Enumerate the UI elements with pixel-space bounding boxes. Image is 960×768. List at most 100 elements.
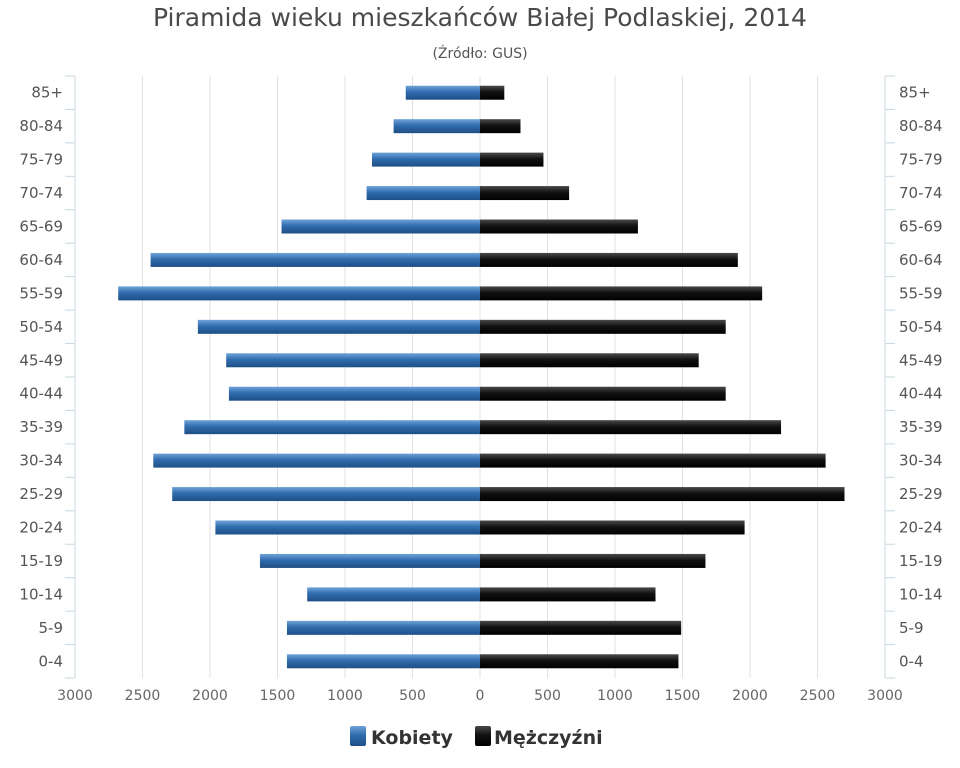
category-label-right: 35-39 — [899, 418, 943, 436]
category-label-left: 5-9 — [39, 619, 64, 637]
x-tick-label: 2000 — [192, 688, 228, 704]
bar-kobiety-70-74[interactable] — [366, 186, 480, 201]
x-tick-label: 1000 — [327, 688, 363, 704]
category-label-left: 25-29 — [19, 485, 63, 503]
chart-title: Piramida wieku mieszkańców Białej Podlas… — [153, 3, 807, 32]
category-label-left: 20-24 — [19, 519, 63, 537]
category-label-left: 35-39 — [19, 418, 63, 436]
chart-subtitle: (Źródło: GUS) — [432, 44, 527, 62]
bar-kobiety-80-84[interactable] — [393, 119, 480, 134]
category-label-left: 0-4 — [39, 652, 64, 670]
x-tick-label: 1500 — [665, 688, 701, 704]
category-label-left: 15-19 — [19, 552, 63, 570]
bars — [118, 85, 845, 669]
bar-mezczyzni-45-49[interactable] — [480, 353, 699, 368]
category-label-right: 40-44 — [899, 385, 943, 403]
category-label-left: 30-34 — [19, 452, 63, 470]
bar-mezczyzni-10-14[interactable] — [480, 587, 656, 602]
bar-kobiety-10-14[interactable] — [307, 587, 480, 602]
category-label-right: 80-84 — [899, 117, 943, 135]
category-label-right: 55-59 — [899, 284, 943, 302]
category-label-left: 60-64 — [19, 251, 63, 269]
x-tick-label: 3000 — [867, 688, 903, 704]
x-tick-label: 1000 — [597, 688, 633, 704]
bar-mezczyzni-70-74[interactable] — [480, 186, 570, 201]
axes — [65, 75, 895, 679]
category-label-right: 45-49 — [899, 351, 943, 369]
bar-mezczyzni-0-4[interactable] — [480, 654, 679, 669]
category-label-right: 60-64 — [899, 251, 943, 269]
legend-swatch-mezczyzni — [475, 726, 491, 746]
bar-kobiety-15-19[interactable] — [259, 553, 480, 568]
x-tick-labels: 3000 2500 2000 1500 1000 500 0 500 1000 1500 2000 2… — [57, 688, 903, 704]
bar-mezczyzni-20-24[interactable] — [480, 520, 745, 535]
category-label-left: 75-79 — [19, 151, 63, 169]
x-tick-label: 2000 — [732, 688, 768, 704]
bar-mezczyzni-80-84[interactable] — [480, 119, 521, 134]
bar-mezczyzni-30-34[interactable] — [480, 453, 826, 468]
bar-mezczyzni-25-29[interactable] — [480, 487, 845, 502]
x-tick-label: 2500 — [800, 688, 836, 704]
bar-kobiety-65-69[interactable] — [281, 219, 480, 234]
category-label-left: 45-49 — [19, 351, 63, 369]
bar-kobiety-55-59[interactable] — [118, 286, 480, 301]
x-tick-label: 500 — [399, 688, 426, 704]
bar-kobiety-50-54[interactable] — [197, 319, 480, 334]
bar-mezczyzni-55-59[interactable] — [480, 286, 763, 301]
bar-kobiety-25-29[interactable] — [172, 487, 480, 502]
category-label-left: 65-69 — [19, 218, 63, 236]
legend-label-kobiety: Kobiety — [371, 727, 454, 749]
category-label-right: 25-29 — [899, 485, 943, 503]
category-label-left: 10-14 — [19, 585, 63, 603]
category-label-left: 70-74 — [19, 184, 63, 202]
category-label-right: 30-34 — [899, 452, 943, 470]
x-tick-label: 2500 — [125, 688, 161, 704]
bar-kobiety-5-9[interactable] — [286, 620, 480, 635]
category-label-right: 5-9 — [899, 619, 924, 637]
category-label-right: 65-69 — [899, 218, 943, 236]
bar-mezczyzni-35-39[interactable] — [480, 420, 782, 435]
bar-kobiety-20-24[interactable] — [215, 520, 480, 535]
category-label-right: 15-19 — [899, 552, 943, 570]
category-label-right: 75-79 — [899, 151, 943, 169]
legend-item-kobiety[interactable]: Kobiety — [350, 726, 454, 749]
gridlines — [142, 76, 818, 678]
category-label-left: 40-44 — [19, 385, 63, 403]
category-label-right: 50-54 — [899, 318, 943, 336]
bar-kobiety-75-79[interactable] — [372, 152, 480, 167]
bar-mezczyzni-60-64[interactable] — [480, 252, 738, 267]
legend[interactable]: Kobiety Mężczyźni — [350, 726, 603, 749]
legend-label-mezczyzni: Mężczyźni — [494, 727, 603, 749]
bar-kobiety-35-39[interactable] — [184, 420, 480, 435]
bar-kobiety-85+[interactable] — [405, 85, 480, 100]
bar-kobiety-60-64[interactable] — [150, 252, 480, 267]
bar-kobiety-40-44[interactable] — [228, 386, 480, 401]
bar-mezczyzni-50-54[interactable] — [480, 319, 726, 334]
bar-kobiety-0-4[interactable] — [286, 654, 480, 669]
x-tick-label: 500 — [534, 688, 561, 704]
bar-mezczyzni-85+[interactable] — [480, 85, 505, 100]
x-tick-label: 3000 — [57, 688, 93, 704]
bar-mezczyzni-40-44[interactable] — [480, 386, 726, 401]
category-label-right: 10-14 — [899, 585, 943, 603]
category-label-right: 70-74 — [899, 184, 943, 202]
bar-kobiety-30-34[interactable] — [153, 453, 481, 468]
legend-swatch-kobiety — [350, 726, 366, 746]
category-labels: 85+ 85+ 80-84 80-84 75-79 75-79 70-74 70-74 65-6… — [19, 84, 942, 671]
category-label-right: 20-24 — [899, 519, 943, 537]
bar-mezczyzni-15-19[interactable] — [480, 553, 706, 568]
category-label-right: 0-4 — [899, 652, 924, 670]
bar-mezczyzni-5-9[interactable] — [480, 620, 682, 635]
x-tick-label: 0 — [476, 688, 485, 704]
category-label-left: 55-59 — [19, 284, 63, 302]
category-label-left: 50-54 — [19, 318, 63, 336]
bar-mezczyzni-65-69[interactable] — [480, 219, 638, 234]
bar-mezczyzni-75-79[interactable] — [480, 152, 544, 167]
legend-item-mezczyzni[interactable]: Mężczyźni — [475, 726, 603, 749]
category-label-right: 85+ — [899, 84, 931, 102]
x-tick-label: 1500 — [260, 688, 296, 704]
bar-kobiety-45-49[interactable] — [226, 353, 480, 368]
category-label-left: 85+ — [31, 84, 63, 102]
category-label-left: 80-84 — [19, 117, 63, 135]
